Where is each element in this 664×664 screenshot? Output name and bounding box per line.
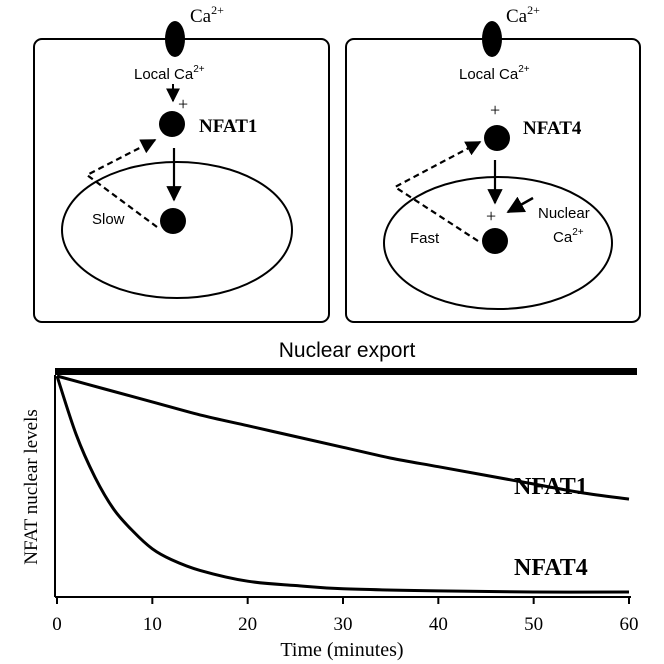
series-label-nfat1: NFAT1	[514, 474, 588, 500]
calcium-label: Ca2+	[190, 3, 224, 27]
panel-nfat4: Ca2+ Local Ca2+ + NFAT4 + Nuclear Ca2+ F…	[345, 3, 641, 323]
x-tick-label: 40	[429, 614, 448, 635]
import-plus: +	[178, 94, 188, 114]
export-kinetics-chart: 0 10 20 30 40 50 60 NFAT1 NFAT4 NFAT nuclear l…	[21, 374, 639, 661]
nuclear-nfat	[482, 228, 508, 254]
nuclear-plus: +	[486, 206, 496, 226]
protein-label: NFAT1	[199, 116, 257, 137]
nuclear-calcium-label: Nuclear	[538, 205, 590, 222]
x-tick-label: 20	[238, 614, 257, 635]
import-plus: +	[490, 100, 500, 120]
local-calcium-label: Local Ca2+	[134, 64, 205, 83]
calcium-label: Ca2+	[506, 3, 540, 27]
x-tick-label: 30	[334, 614, 353, 635]
x-tick-label: 60	[620, 614, 639, 635]
panel-nfat1: Ca2+ Local Ca2+ + NFAT1 Slow	[33, 3, 330, 323]
export-arrow	[392, 141, 482, 242]
x-tick-label: 50	[524, 614, 543, 635]
x-tick-label: 0	[52, 614, 62, 635]
nuclear-calcium-arrow	[506, 196, 534, 214]
cytoplasmic-nfat	[484, 125, 510, 151]
x-tick-label: 10	[143, 614, 162, 635]
y-axis-label: NFAT nuclear levels	[21, 409, 42, 564]
series-line-nfat4	[55, 375, 630, 594]
cytoplasmic-nfat	[159, 111, 185, 137]
series-label-nfat4: NFAT4	[514, 555, 588, 581]
protein-label: NFAT4	[523, 118, 582, 139]
series-line-nfat1	[56, 374, 630, 501]
nuclear-export-bar	[55, 368, 637, 375]
nuclear-calcium-ca: Ca2+	[553, 227, 584, 246]
nuclear-export-label: Nuclear export	[279, 339, 416, 362]
x-axis-label: Time (minutes)	[280, 639, 403, 661]
nucleus	[383, 176, 613, 310]
calcium-channel	[165, 21, 185, 57]
nucleus	[61, 161, 293, 299]
local-calcium-label: Local Ca2+	[459, 64, 530, 83]
export-speed-label: Slow	[92, 211, 125, 228]
calcium-channel	[482, 21, 502, 57]
nuclear-nfat	[160, 208, 186, 234]
export-speed-label: Fast	[410, 230, 440, 247]
